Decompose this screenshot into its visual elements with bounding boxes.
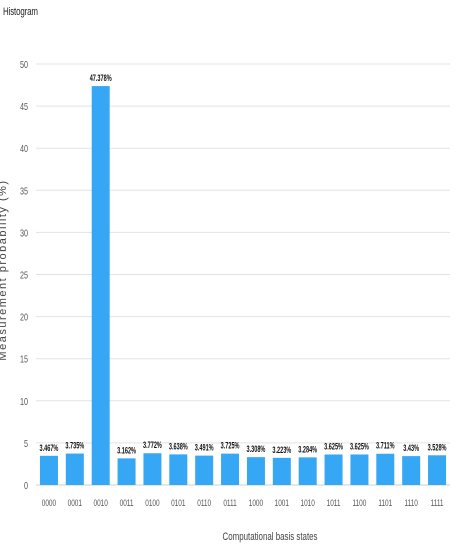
- data-label: 3.467%: [39, 442, 58, 453]
- data-label: 3.43%: [403, 443, 419, 454]
- bar: [350, 454, 369, 485]
- bar: [324, 454, 343, 485]
- y-axis-label: Measurement probability (%): [0, 179, 9, 360]
- y-tick-label: 10: [20, 396, 28, 407]
- data-label: 3.725%: [221, 440, 240, 451]
- x-tick-label: 1001: [275, 498, 289, 508]
- data-label: 3.772%: [143, 440, 162, 451]
- bar: [272, 457, 291, 485]
- bar: [402, 456, 421, 485]
- data-label: 3.308%: [246, 444, 265, 455]
- x-tick-label: 0000: [42, 498, 57, 508]
- x-tick-label: 1111: [431, 498, 444, 508]
- bar: [117, 458, 136, 485]
- x-tick-label: 1110: [404, 498, 418, 508]
- y-tick-label: 5: [24, 438, 28, 449]
- x-axis-ticks: 0000 0001 0010 0011 0100 0101 0110 0111 1000 1001…: [42, 498, 444, 508]
- panel-title: Histogram: [3, 6, 38, 18]
- x-tick-label: 0101: [171, 498, 185, 508]
- x-tick-label: 0010: [93, 498, 108, 508]
- y-tick-label: 50: [20, 59, 28, 70]
- x-tick-label: 0100: [145, 498, 160, 508]
- y-tick-label: 15: [20, 354, 28, 365]
- y-tick-label: 30: [20, 227, 28, 238]
- x-tick-label: 1010: [300, 498, 315, 508]
- data-label: 47.378%: [90, 73, 112, 84]
- x-tick-label: 0001: [68, 498, 82, 508]
- data-label: 3.625%: [324, 441, 343, 452]
- y-axis-ticks: 0 5 10 15 20 25 30 35 40 45 50: [20, 59, 28, 491]
- y-tick-label: 25: [20, 269, 28, 280]
- x-tick-label: 1101: [378, 498, 392, 508]
- y-tick-label: 35: [20, 185, 28, 196]
- data-label: 3.625%: [350, 441, 369, 452]
- data-label: 3.735%: [65, 440, 84, 451]
- bar: [169, 454, 188, 485]
- y-tick-label: 40: [20, 143, 28, 154]
- bar: [39, 455, 58, 485]
- bars: [39, 86, 447, 485]
- bar: [65, 453, 84, 485]
- x-tick-label: 0110: [197, 498, 211, 508]
- x-tick-label: 1000: [249, 498, 264, 508]
- bar: [376, 453, 395, 485]
- data-label: 3.491%: [195, 442, 214, 453]
- x-tick-label: 0011: [120, 498, 134, 508]
- data-labels: 3.467% 3.735% 47.378% 3.162% 3.772% 3.638% 3.4…: [39, 73, 446, 456]
- bar: [298, 457, 317, 485]
- bar: [221, 453, 240, 485]
- x-axis-label: Computational basis states: [222, 531, 317, 544]
- x-tick-label: 1100: [352, 498, 366, 508]
- bar: [246, 457, 265, 485]
- y-tick-label: 45: [20, 101, 28, 112]
- x-tick-label: 0111: [223, 498, 236, 508]
- data-label: 3.223%: [272, 444, 291, 455]
- y-tick-label: 20: [20, 311, 28, 322]
- bar: [91, 86, 110, 485]
- data-label: 3.711%: [376, 440, 395, 451]
- data-label: 3.638%: [169, 441, 188, 452]
- bar: [195, 455, 214, 485]
- y-tick-label: 0: [24, 480, 28, 491]
- bar: [143, 453, 162, 485]
- data-label: 3.528%: [428, 442, 447, 453]
- data-label: 3.284%: [298, 444, 317, 455]
- bar: [428, 455, 447, 485]
- data-label: 3.162%: [117, 445, 136, 456]
- x-tick-label: 1011: [327, 498, 341, 508]
